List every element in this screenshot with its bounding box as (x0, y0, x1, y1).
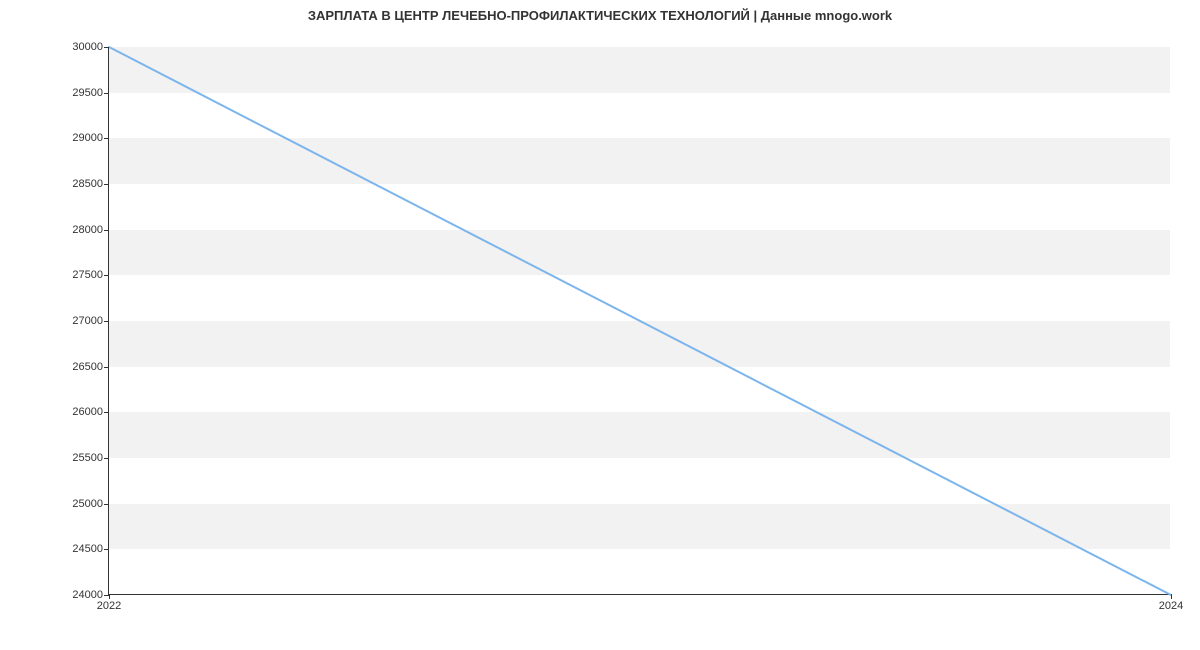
plot-area: 2400024500250002550026000265002700027500… (108, 47, 1170, 595)
y-tick-mark (104, 93, 109, 94)
y-tick-mark (104, 321, 109, 322)
x-tick-mark (1171, 594, 1172, 599)
salary-line-chart: ЗАРПЛАТА В ЦЕНТР ЛЕЧЕБНО-ПРОФИЛАКТИЧЕСКИ… (0, 0, 1200, 650)
y-tick-mark (104, 230, 109, 231)
y-tick-mark (104, 367, 109, 368)
line-layer (109, 47, 1171, 595)
x-tick-mark (109, 594, 110, 599)
y-tick-mark (104, 504, 109, 505)
y-tick-mark (104, 184, 109, 185)
y-tick-mark (104, 412, 109, 413)
y-tick-mark (104, 549, 109, 550)
y-tick-mark (104, 275, 109, 276)
y-tick-mark (104, 138, 109, 139)
series-line-salary (109, 47, 1171, 595)
chart-title: ЗАРПЛАТА В ЦЕНТР ЛЕЧЕБНО-ПРОФИЛАКТИЧЕСКИ… (0, 8, 1200, 23)
y-tick-mark (104, 47, 109, 48)
y-tick-mark (104, 458, 109, 459)
